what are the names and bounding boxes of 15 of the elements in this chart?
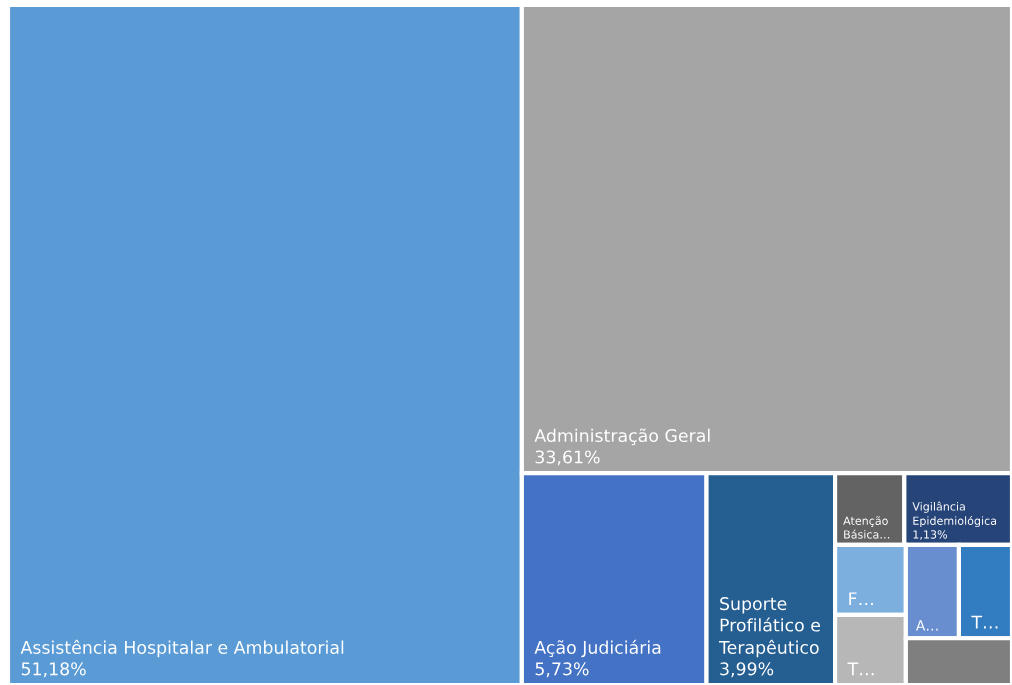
data-label: 3,99% <box>720 662 774 678</box>
category-label: Suporte Profilático e Terapêutico <box>718 597 821 658</box>
category-label: Assistência Hospitalar e Ambulatorial <box>20 639 344 658</box>
category-label: T… <box>847 662 874 676</box>
data-label: 33,61% <box>535 450 600 466</box>
data-label: 1,13% <box>913 530 948 540</box>
category-label: A… <box>915 620 938 631</box>
data-label: 5,73% <box>535 662 589 678</box>
category-label: Ação Judiciária <box>534 639 661 658</box>
category-label: Vigilância Epidemiológica <box>912 501 997 528</box>
category-label: T… <box>971 615 998 629</box>
category-label: Atenção Básica… <box>843 516 890 539</box>
data-label: 51,18% <box>21 662 86 678</box>
category-label: F… <box>849 592 873 606</box>
category-label: Administração Geral <box>534 428 710 446</box>
